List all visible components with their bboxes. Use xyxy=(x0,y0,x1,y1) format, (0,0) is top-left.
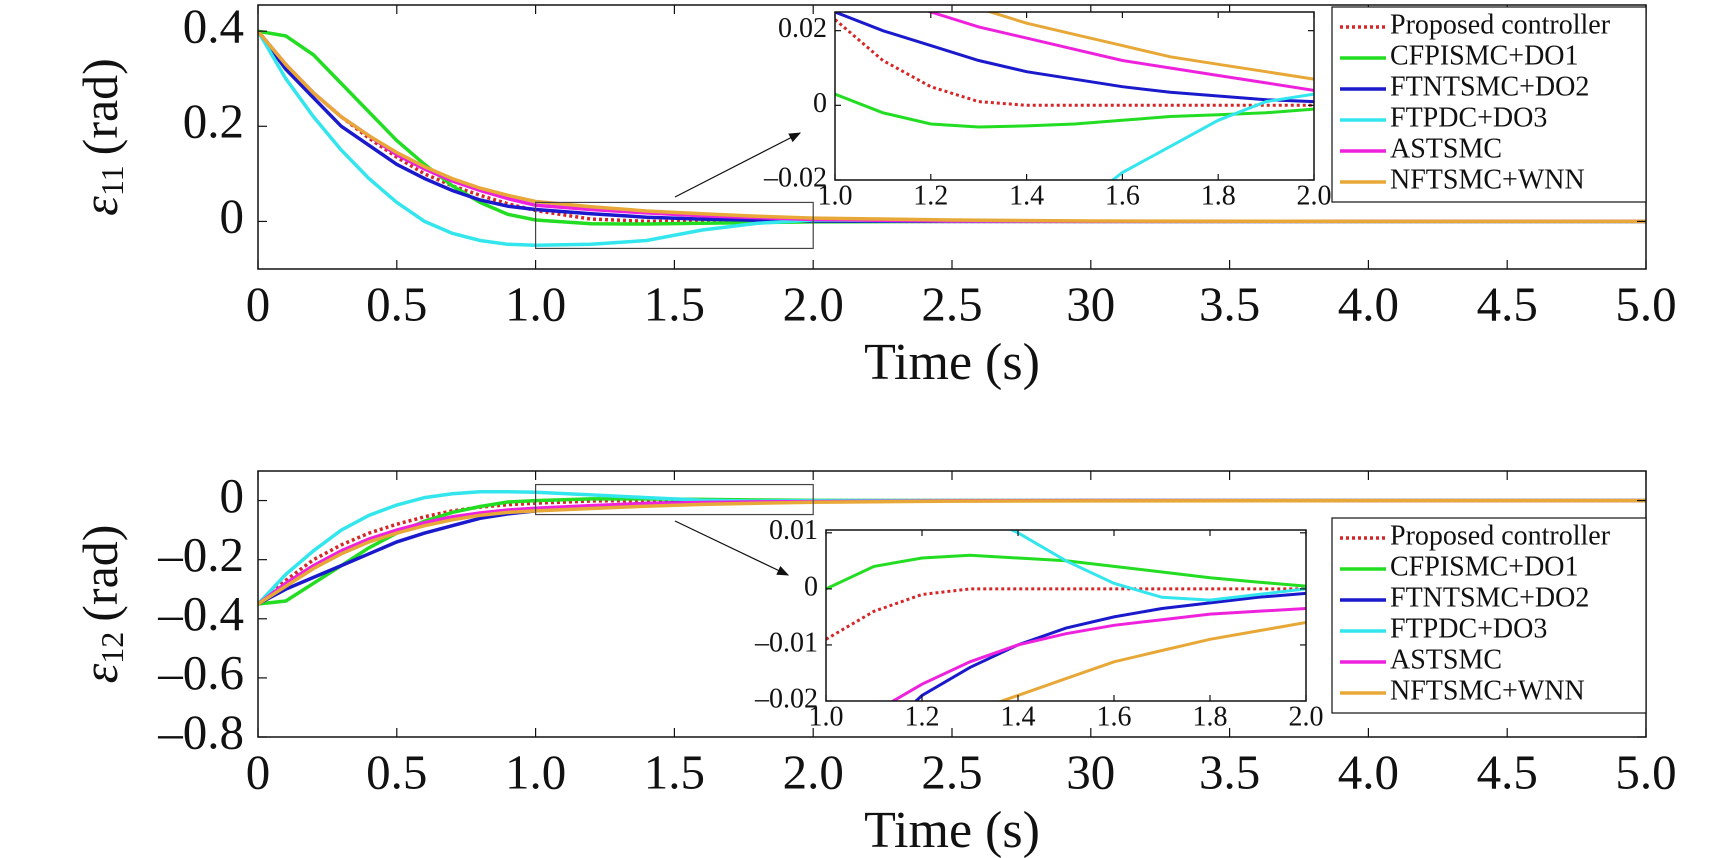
x-tick-label: 0.5 xyxy=(366,276,427,331)
series-line xyxy=(985,12,1314,81)
y-tick-label: 0.4 xyxy=(183,0,244,53)
y-tick-label: 0 xyxy=(804,571,818,602)
legend-label: FTNTSMC+DO2 xyxy=(1390,582,1589,613)
legend-label: FTPDC+DO3 xyxy=(1390,102,1547,133)
plot-area xyxy=(826,530,1306,701)
series-line xyxy=(258,30,1646,224)
x-tick-label: 30 xyxy=(1066,744,1115,799)
y-axis-unit: (rad) xyxy=(72,58,128,155)
plot-area xyxy=(258,489,1646,606)
legend-label: CFPISMC+DO1 xyxy=(1390,40,1579,71)
y-tick-label: 0.02 xyxy=(778,13,827,44)
series-line xyxy=(913,591,1306,701)
x-tick-label: 2.0 xyxy=(1289,701,1324,732)
zoom-box xyxy=(534,201,814,250)
y-tick-label: 0 xyxy=(813,88,827,119)
series-line xyxy=(258,498,1646,606)
legend-box xyxy=(1331,6,1647,203)
x-axis-title: Time (s) xyxy=(864,334,1040,391)
x-tick-label: 5.0 xyxy=(1615,744,1676,799)
series-line xyxy=(1008,530,1306,602)
series-line xyxy=(890,607,1306,701)
y-tick-label: –0.4 xyxy=(157,586,244,641)
legend-label: FTNTSMC+DO2 xyxy=(1390,71,1589,102)
series-line xyxy=(925,12,1314,92)
x-tick-label: 1.2 xyxy=(913,180,948,211)
series-line xyxy=(258,498,1646,606)
y-axis-symbol: ε xyxy=(72,663,128,683)
legend-label: CFPISMC+DO1 xyxy=(1390,551,1579,582)
x-tick-label: 1.6 xyxy=(1105,180,1140,211)
x-tick-label: 4.0 xyxy=(1338,276,1399,331)
x-tick-label: 1.5 xyxy=(644,744,705,799)
x-tick-label: 3.5 xyxy=(1199,276,1260,331)
x-tick-label: 1.4 xyxy=(1009,180,1044,211)
y-tick-label: –0.02 xyxy=(763,162,827,193)
legend-box xyxy=(1331,517,1647,714)
x-tick-label: 2.0 xyxy=(783,276,844,331)
legend-label: NFTSMC+WNN xyxy=(1390,675,1585,706)
inset-background xyxy=(826,530,1306,701)
x-tick-label: 2.0 xyxy=(783,744,844,799)
x-tick-label: 1.4 xyxy=(1001,701,1036,732)
x-tick-label: 1.6 xyxy=(1097,701,1132,732)
y-tick-label: –0.02 xyxy=(754,683,818,714)
y-tick-label: –0.6 xyxy=(157,645,244,700)
x-tick-label: 1.0 xyxy=(505,276,566,331)
zoom-arrow xyxy=(674,132,802,198)
zoom-box xyxy=(534,483,814,516)
x-tick-label: 0 xyxy=(246,276,271,331)
legend-label: ASTSMC xyxy=(1390,133,1502,164)
x-tick-label: 5.0 xyxy=(1615,276,1676,331)
legend-label: Proposed controller xyxy=(1390,520,1611,551)
x-tick-label: 1.0 xyxy=(505,744,566,799)
y-axis-symbol: ε xyxy=(72,196,128,216)
axes-frame xyxy=(825,529,1307,702)
x-tick-label: 4.5 xyxy=(1477,276,1538,331)
y-axis-unit: (rad) xyxy=(72,525,128,622)
x-tick-label: 3.5 xyxy=(1199,744,1260,799)
y-tick-label: 0.01 xyxy=(769,515,818,546)
y-axis-title: ε11 (rad) xyxy=(72,58,130,216)
y-tick-label: –0.2 xyxy=(157,527,244,582)
x-tick-label: 0.5 xyxy=(366,744,427,799)
series-line xyxy=(997,621,1306,701)
y-tick-label: 0 xyxy=(220,468,245,523)
x-tick-label: 1.0 xyxy=(818,180,853,211)
y-tick-label: –0.01 xyxy=(754,627,818,658)
series-line xyxy=(835,12,1314,104)
x-tick-label: 1.0 xyxy=(809,701,844,732)
series-line xyxy=(826,587,1306,641)
zoom-arrow xyxy=(674,520,790,576)
x-tick-label: 2.0 xyxy=(1297,180,1332,211)
x-tick-label: 1.5 xyxy=(644,276,705,331)
x-tick-label: 1.8 xyxy=(1201,180,1236,211)
x-tick-label: 1.2 xyxy=(905,701,940,732)
y-tick-label: –0.8 xyxy=(157,704,244,759)
x-tick-label: 4.5 xyxy=(1477,744,1538,799)
series-line xyxy=(1110,92,1314,180)
x-tick-label: 4.0 xyxy=(1338,744,1399,799)
x-tick-label: 30 xyxy=(1066,276,1115,331)
y-axis-subscript: 12 xyxy=(94,632,130,664)
y-tick-label: 0 xyxy=(220,189,245,244)
y-axis-subscript: 11 xyxy=(94,165,130,196)
plot-area xyxy=(835,12,1314,180)
legend-label: ASTSMC xyxy=(1390,644,1502,675)
x-tick-label: 2.5 xyxy=(921,744,982,799)
x-tick-label: 1.8 xyxy=(1193,701,1228,732)
x-axis-title: Time (s) xyxy=(864,802,1040,858)
legend-label: NFTSMC+WNN xyxy=(1390,164,1585,195)
plot-area xyxy=(258,29,1646,247)
y-axis-title: ε12 (rad) xyxy=(72,525,130,684)
legend-label: FTPDC+DO3 xyxy=(1390,613,1547,644)
x-tick-label: 0 xyxy=(246,744,271,799)
legend-label: Proposed controller xyxy=(1390,9,1611,40)
axes-frame xyxy=(834,11,1315,181)
x-tick-label: 2.5 xyxy=(921,276,982,331)
y-tick-label: 0.2 xyxy=(183,94,244,149)
